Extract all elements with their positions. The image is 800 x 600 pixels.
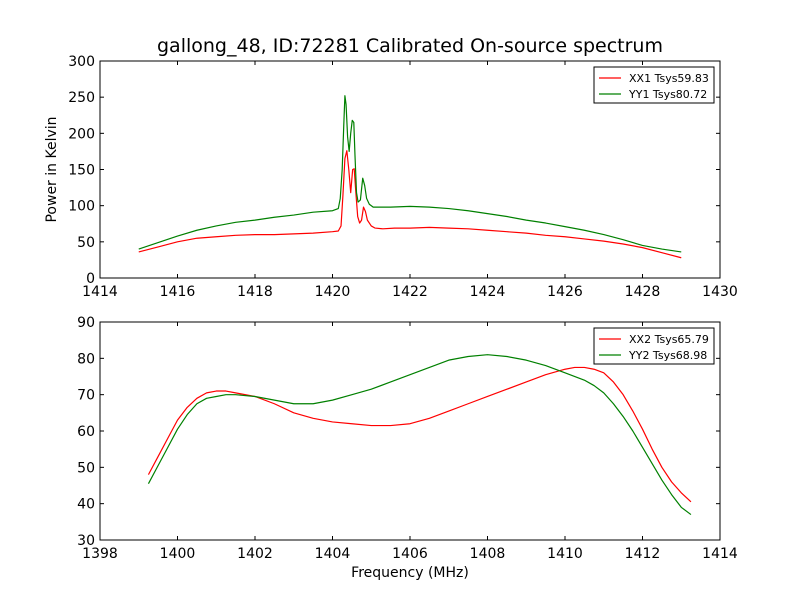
y-tick-label: 70 — [77, 388, 95, 404]
y-tick-label: 90 — [77, 315, 95, 331]
x-tick-label: 1404 — [315, 546, 351, 562]
y-tick-label: 200 — [68, 126, 95, 142]
bottom-panel-xx2-yy2: 1398 1400 1402 1404 1406 1408 1410 1412 1414 30 40… — [77, 315, 738, 562]
series-line-xx1 — [138, 150, 682, 259]
y-tick-label: 0 — [86, 271, 95, 287]
x-tick-label: 1426 — [547, 284, 583, 300]
x-tick-label: 1428 — [625, 284, 661, 300]
legend-label: YY2 Tsys68.98 — [628, 349, 707, 362]
y-tick-label: 100 — [68, 199, 95, 215]
y-tick-label: 40 — [77, 497, 95, 513]
x-tick-label: 1414 — [702, 546, 738, 562]
x-tick-label: 1430 — [702, 284, 738, 300]
x-tick-label: 1424 — [470, 284, 506, 300]
y-tick-label: 50 — [77, 460, 95, 476]
legend: XX2 Tsys65.79 YY2 Tsys68.98 — [593, 327, 715, 365]
legend-box — [593, 327, 715, 365]
x-tick-label: 1416 — [160, 284, 196, 300]
series-line-yy1 — [138, 95, 682, 253]
y-tick-label: 250 — [68, 90, 95, 106]
shared-x-axis-label: Frequency (MHz) — [351, 565, 469, 581]
top-panel-xx1-yy1: 1414 1416 1418 1420 1422 1424 1426 1428 1430 0 50 1… — [44, 54, 738, 300]
x-tick-label: 1406 — [392, 546, 428, 562]
legend-box — [593, 66, 715, 104]
x-tick-label: 1410 — [547, 546, 583, 562]
y-tick-label: 150 — [68, 163, 95, 179]
x-tick-label: 1414 — [82, 284, 118, 300]
legend: XX1 Tsys59.83 YY1 Tsys80.72 — [593, 66, 715, 104]
y-tick-label: 60 — [77, 424, 95, 440]
x-tick-label: 1398 — [82, 546, 118, 562]
x-tick-label: 1408 — [470, 546, 506, 562]
y-tick-label: 30 — [77, 533, 95, 549]
y-tick-label: 80 — [77, 351, 95, 367]
legend-label: YY1 Tsys80.72 — [628, 88, 707, 101]
y-tick-label: 300 — [68, 54, 95, 70]
x-tick-label: 1412 — [625, 546, 661, 562]
x-tick-label: 1418 — [237, 284, 273, 300]
x-tick-label: 1420 — [315, 284, 351, 300]
y-axis-label: Power in Kelvin — [44, 116, 60, 222]
x-tick-label: 1402 — [237, 546, 273, 562]
legend-label: XX2 Tsys65.79 — [629, 333, 709, 346]
figure-title: gallong_48, ID:72281 Calibrated On-sourc… — [157, 35, 663, 57]
x-tick-label: 1400 — [160, 546, 196, 562]
series-line-yy2 — [147, 354, 692, 516]
legend-label: XX1 Tsys59.83 — [629, 72, 709, 85]
x-tick-label: 1422 — [392, 284, 428, 300]
series-line-xx2 — [147, 366, 692, 503]
y-tick-label: 50 — [77, 235, 95, 251]
